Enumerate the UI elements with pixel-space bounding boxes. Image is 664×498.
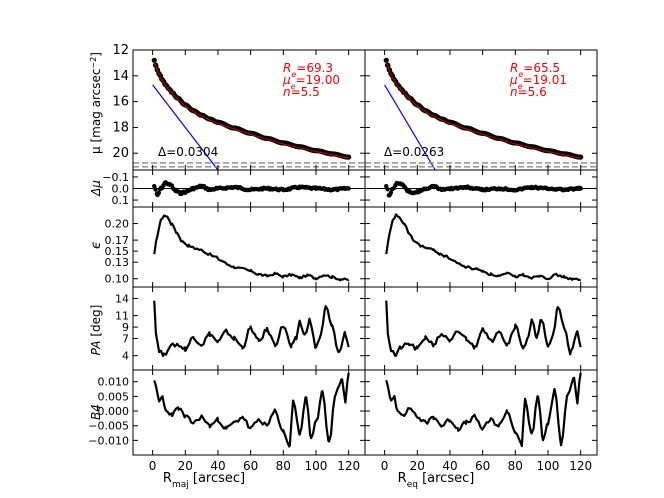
y-tick-label: 20 (112, 146, 129, 161)
eps-profile-line (153, 214, 350, 282)
ylabel-eps: ϵ (89, 241, 104, 249)
dmu-data-point (385, 187, 390, 192)
disk-fit-line (384, 84, 436, 171)
y-tick-label: 0.10 (105, 273, 130, 286)
x-tick-label: 100 (537, 459, 560, 473)
mu-data-point (578, 154, 584, 160)
mu-data-point (151, 57, 157, 63)
panel-grid: 1214161820−0.10.00.10.200.170.150.130.10… (88, 43, 598, 473)
b4-profile-line (153, 372, 350, 448)
y-tick-label: 11 (115, 310, 129, 323)
fit-n-left: n=5.5 (283, 85, 320, 99)
y-tick-label: 0.000 (98, 405, 130, 418)
pa-profile-line (385, 300, 582, 357)
panel-eps-right (364, 206, 598, 288)
y-tick-label: 0.0 (112, 183, 130, 196)
y-tick-label: 12 (112, 43, 129, 58)
ylabel-mu: μ [mag arcsec−2] (89, 52, 104, 154)
sersic-model-line (153, 61, 349, 159)
dmu-data-point (346, 186, 351, 191)
fit-params-right: Re=65.5 μe=19.01 n=5.6 (509, 61, 567, 99)
y-tick-label: −0.010 (88, 434, 129, 447)
fit-re-left: Re=69.3 (283, 61, 333, 79)
y-tick-label: 0.005 (98, 390, 130, 403)
x-tick-label: 40 (210, 459, 225, 473)
y-tick-label: 9 (122, 321, 129, 334)
panel-mu-right (364, 49, 598, 171)
fit-mue-left: μe=19.00 (282, 73, 340, 91)
panel-b4-right: 0 20 40 60 80 100 120 (364, 369, 598, 473)
fit-params-left: Re=69.3 μe=19.00 n=5.5 (282, 61, 340, 99)
disk-fit-line (152, 84, 219, 171)
y-tick-label: 0.1 (112, 194, 130, 207)
dmu-data-point (388, 190, 394, 196)
x-tick-label: 80 (276, 459, 291, 473)
dmu-data-point (578, 186, 583, 191)
axis-labels: μ [mag arcsec−2] Δμ ϵ PA [deg] B4 Rmaj [… (89, 52, 567, 490)
y-tick-label: −0.1 (102, 171, 129, 184)
dmu-data-point (152, 183, 157, 189)
panel-dmu-left: −0.10.00.1 (102, 169, 366, 208)
panel-eps-left: 0.20 0.170.150.13 0.10 (105, 206, 366, 288)
y-tick-label: 14 (115, 292, 129, 305)
fit-mue-right: μe=19.01 (509, 73, 567, 91)
b4-profile-line (385, 372, 582, 448)
ylabel-dmu: Δμ (89, 180, 103, 197)
x-tick-label: 100 (305, 459, 328, 473)
x-tick-label: 60 (475, 459, 490, 473)
ylabel-b4: B4 (89, 404, 103, 420)
y-tick-label: −0.005 (88, 420, 129, 433)
x-tick-label: 0 (149, 459, 157, 473)
y-tick-label: 16 (112, 95, 129, 110)
x-tick-label: 120 (569, 459, 592, 473)
x-tick-label: 60 (243, 459, 258, 473)
panel-pa-right (364, 286, 598, 371)
fit-n-right: n=5.6 (510, 85, 547, 99)
pa-profile-line (153, 300, 350, 358)
y-tick-label: 0.17 (105, 234, 130, 247)
x-tick-label: 20 (410, 459, 425, 473)
xlabel-left: Rmaj [arcsec] (163, 471, 245, 490)
dmu-data-point (156, 190, 162, 196)
xlabel-right: Req [arcsec] (398, 471, 475, 490)
ylabel-pa: PA [deg] (89, 305, 103, 356)
x-tick-label: 40 (442, 459, 457, 473)
dmu-data-point (153, 187, 158, 192)
y-tick-label: 7 (122, 333, 129, 346)
delta-right: Δ=0.0263 (384, 145, 444, 159)
sersic-model-line (385, 61, 581, 159)
panel-frame (364, 286, 598, 371)
y-tick-label: 14 (112, 69, 129, 84)
panel-dmu-right (364, 169, 598, 208)
y-tick-label: 0.13 (105, 256, 130, 269)
mu-data-point (346, 154, 352, 160)
y-tick-label: 18 (112, 120, 129, 135)
y-tick-label: 0.20 (105, 218, 130, 231)
delta-left: Δ=0.0304 (158, 145, 218, 159)
panel-mu-left: 12 14 16 18 20 (112, 43, 366, 171)
fit-re-right: Re=65.5 (510, 61, 560, 79)
x-tick-label: 20 (178, 459, 193, 473)
x-tick-label: 0 (381, 459, 389, 473)
y-tick-label: 0.010 (98, 376, 130, 389)
mu-data-point (383, 57, 389, 63)
y-tick-label: 4 (122, 350, 129, 363)
eps-profile-line (385, 213, 582, 282)
x-tick-label: 120 (337, 459, 360, 473)
x-tick-label: 80 (508, 459, 523, 473)
y-tick-label: 0.15 (105, 245, 130, 258)
panel-frame (364, 369, 598, 456)
